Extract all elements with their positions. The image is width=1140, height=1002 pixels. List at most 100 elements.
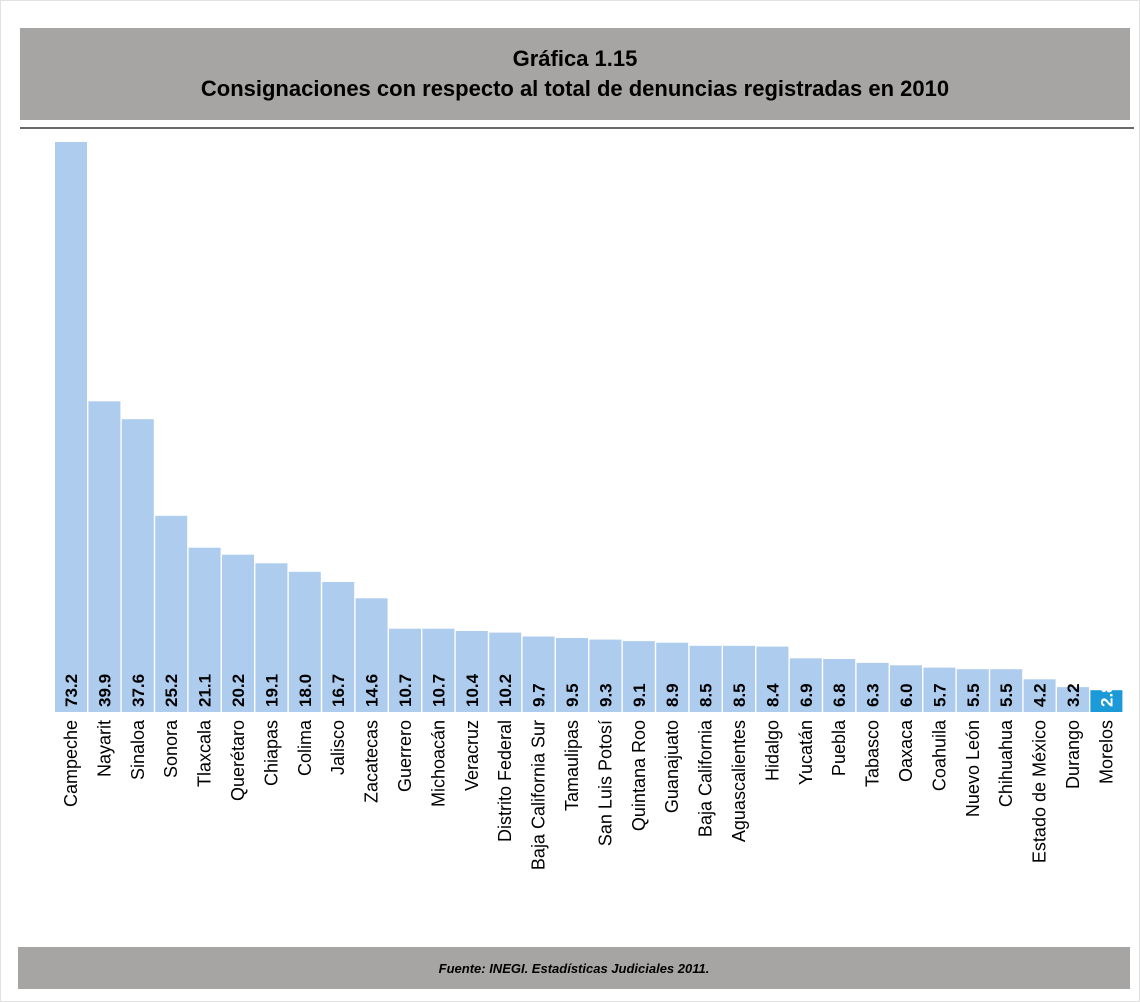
- bar-aguascalientes: [723, 645, 755, 712]
- value-label: 8.4: [763, 683, 782, 707]
- category-label: Veracruz: [462, 720, 482, 791]
- category-label: Morelos: [1096, 720, 1116, 784]
- bar-zacatecas: [355, 598, 388, 712]
- value-label: 16.7: [329, 674, 348, 707]
- bar-distrito-federal: [489, 632, 522, 712]
- category-label: Chiapas: [261, 720, 281, 786]
- category-label: Durango: [1063, 720, 1083, 789]
- category-label: Colima: [295, 719, 315, 776]
- bar-morelos: [1090, 690, 1123, 712]
- category-label: Nayarit: [94, 720, 114, 777]
- title-box: Gráfica 1.15 Consignaciones con respecto…: [20, 28, 1130, 120]
- bar-michoacán: [422, 628, 455, 712]
- chart-title: Consignaciones con respecto al total de …: [200, 76, 950, 101]
- bar-jalisco: [322, 582, 355, 712]
- category-label: Hidalgo: [762, 720, 782, 781]
- value-label: 20.2: [229, 674, 248, 707]
- value-label: 10.2: [496, 674, 515, 707]
- bar-sonora: [155, 515, 188, 712]
- value-label: 10.4: [463, 673, 482, 707]
- category-label: Oaxaca: [896, 719, 916, 782]
- value-label: 18.0: [296, 674, 315, 707]
- category-label: Estado de México: [1030, 720, 1050, 863]
- bar-nuevo-león: [956, 669, 989, 712]
- value-label: 5.7: [930, 683, 949, 707]
- category-label: Aguascalientes: [729, 720, 749, 842]
- category-label: Chihuahua: [996, 719, 1016, 807]
- category-label: Tamaulipas: [562, 720, 582, 811]
- bar-puebla: [823, 659, 856, 712]
- value-label: 4.2: [1031, 683, 1050, 707]
- value-label: 3.2: [1064, 683, 1083, 707]
- value-label: 37.6: [129, 674, 148, 707]
- category-label: Tlaxcala: [195, 719, 215, 787]
- category-label: Querétaro: [228, 720, 248, 801]
- category-label: Michoacán: [428, 720, 448, 807]
- value-label: 8.5: [697, 683, 716, 707]
- value-label: 19.1: [262, 674, 281, 707]
- value-label: 39.9: [95, 674, 114, 707]
- bar-yucatán: [789, 658, 822, 712]
- source-box: Fuente: INEGI. Estadísticas Judiciales 2…: [18, 947, 1130, 989]
- value-label: 5.5: [997, 683, 1016, 707]
- value-label: 14.6: [363, 674, 382, 707]
- category-label: Sinaloa: [128, 719, 148, 780]
- value-label: 10.7: [396, 674, 415, 707]
- bar-oaxaca: [890, 665, 922, 712]
- category-label: San Luis Potosí: [595, 720, 615, 846]
- category-label: Coahuila: [929, 719, 949, 791]
- title-divider: [20, 127, 1134, 129]
- category-label: Jalisco: [328, 720, 348, 775]
- bar-tabasco: [856, 662, 889, 712]
- bar-chiapas: [255, 563, 288, 712]
- bar-durango: [1057, 687, 1089, 712]
- category-label: Baja California Sur: [529, 720, 549, 870]
- value-label: 9.7: [530, 683, 549, 707]
- bar-baja-california: [689, 645, 722, 712]
- value-label: 9.1: [630, 683, 649, 707]
- bar-veracruz: [455, 631, 488, 712]
- bar-tlaxcala: [188, 547, 221, 712]
- value-label: 25.2: [162, 674, 181, 707]
- bar-querétaro: [222, 554, 254, 712]
- value-label: 21.1: [196, 674, 215, 707]
- value-label: 8.5: [730, 683, 749, 707]
- category-label: Distrito Federal: [495, 720, 515, 842]
- value-label: 9.5: [563, 683, 582, 707]
- bar-colima: [288, 571, 321, 712]
- bar-nayarit: [88, 401, 121, 712]
- category-label: Zacatecas: [362, 720, 382, 803]
- category-label: Puebla: [829, 719, 849, 776]
- category-label: Campeche: [61, 720, 81, 807]
- bar-sinaloa: [121, 419, 154, 712]
- category-label: Baja California: [696, 719, 716, 837]
- value-label: 6.8: [830, 683, 849, 707]
- category-label: Guerrero: [395, 720, 415, 792]
- bar-guanajuato: [656, 642, 689, 712]
- value-label: 8.9: [663, 683, 682, 707]
- category-label: Nuevo León: [963, 720, 983, 817]
- category-label: Sonora: [161, 719, 181, 778]
- bar-campeche: [55, 142, 87, 712]
- bar-chart: 73.2 Campeche 39.9 Nayarit 37.6 Sinaloa 25.2 So…: [55, 142, 1123, 870]
- bar-tamaulipas: [556, 638, 588, 712]
- bar-quintana-roo: [622, 641, 655, 712]
- value-label: 5.5: [964, 683, 983, 707]
- value-label: 10.7: [429, 674, 448, 707]
- category-label: Yucatán: [796, 720, 816, 785]
- bar-hidalgo: [756, 646, 789, 712]
- category-label: Guanajuato: [662, 720, 682, 813]
- value-label: 2.8: [1097, 683, 1116, 707]
- chart-number: Gráfica 1.15: [512, 46, 638, 71]
- bar-san-luis-potosí: [589, 639, 622, 712]
- value-label: 9.3: [596, 683, 615, 707]
- bar-estado-de-méxico: [1023, 679, 1056, 712]
- bar-coahuila: [923, 667, 956, 712]
- bar-guerrero: [389, 628, 421, 712]
- source-note: Fuente: INEGI. Estadísticas Judiciales 2…: [438, 960, 710, 976]
- bar-baja-california-sur: [522, 636, 555, 712]
- value-label: 6.3: [864, 683, 883, 707]
- value-label: 6.9: [797, 683, 816, 707]
- value-label: 6.0: [897, 683, 916, 707]
